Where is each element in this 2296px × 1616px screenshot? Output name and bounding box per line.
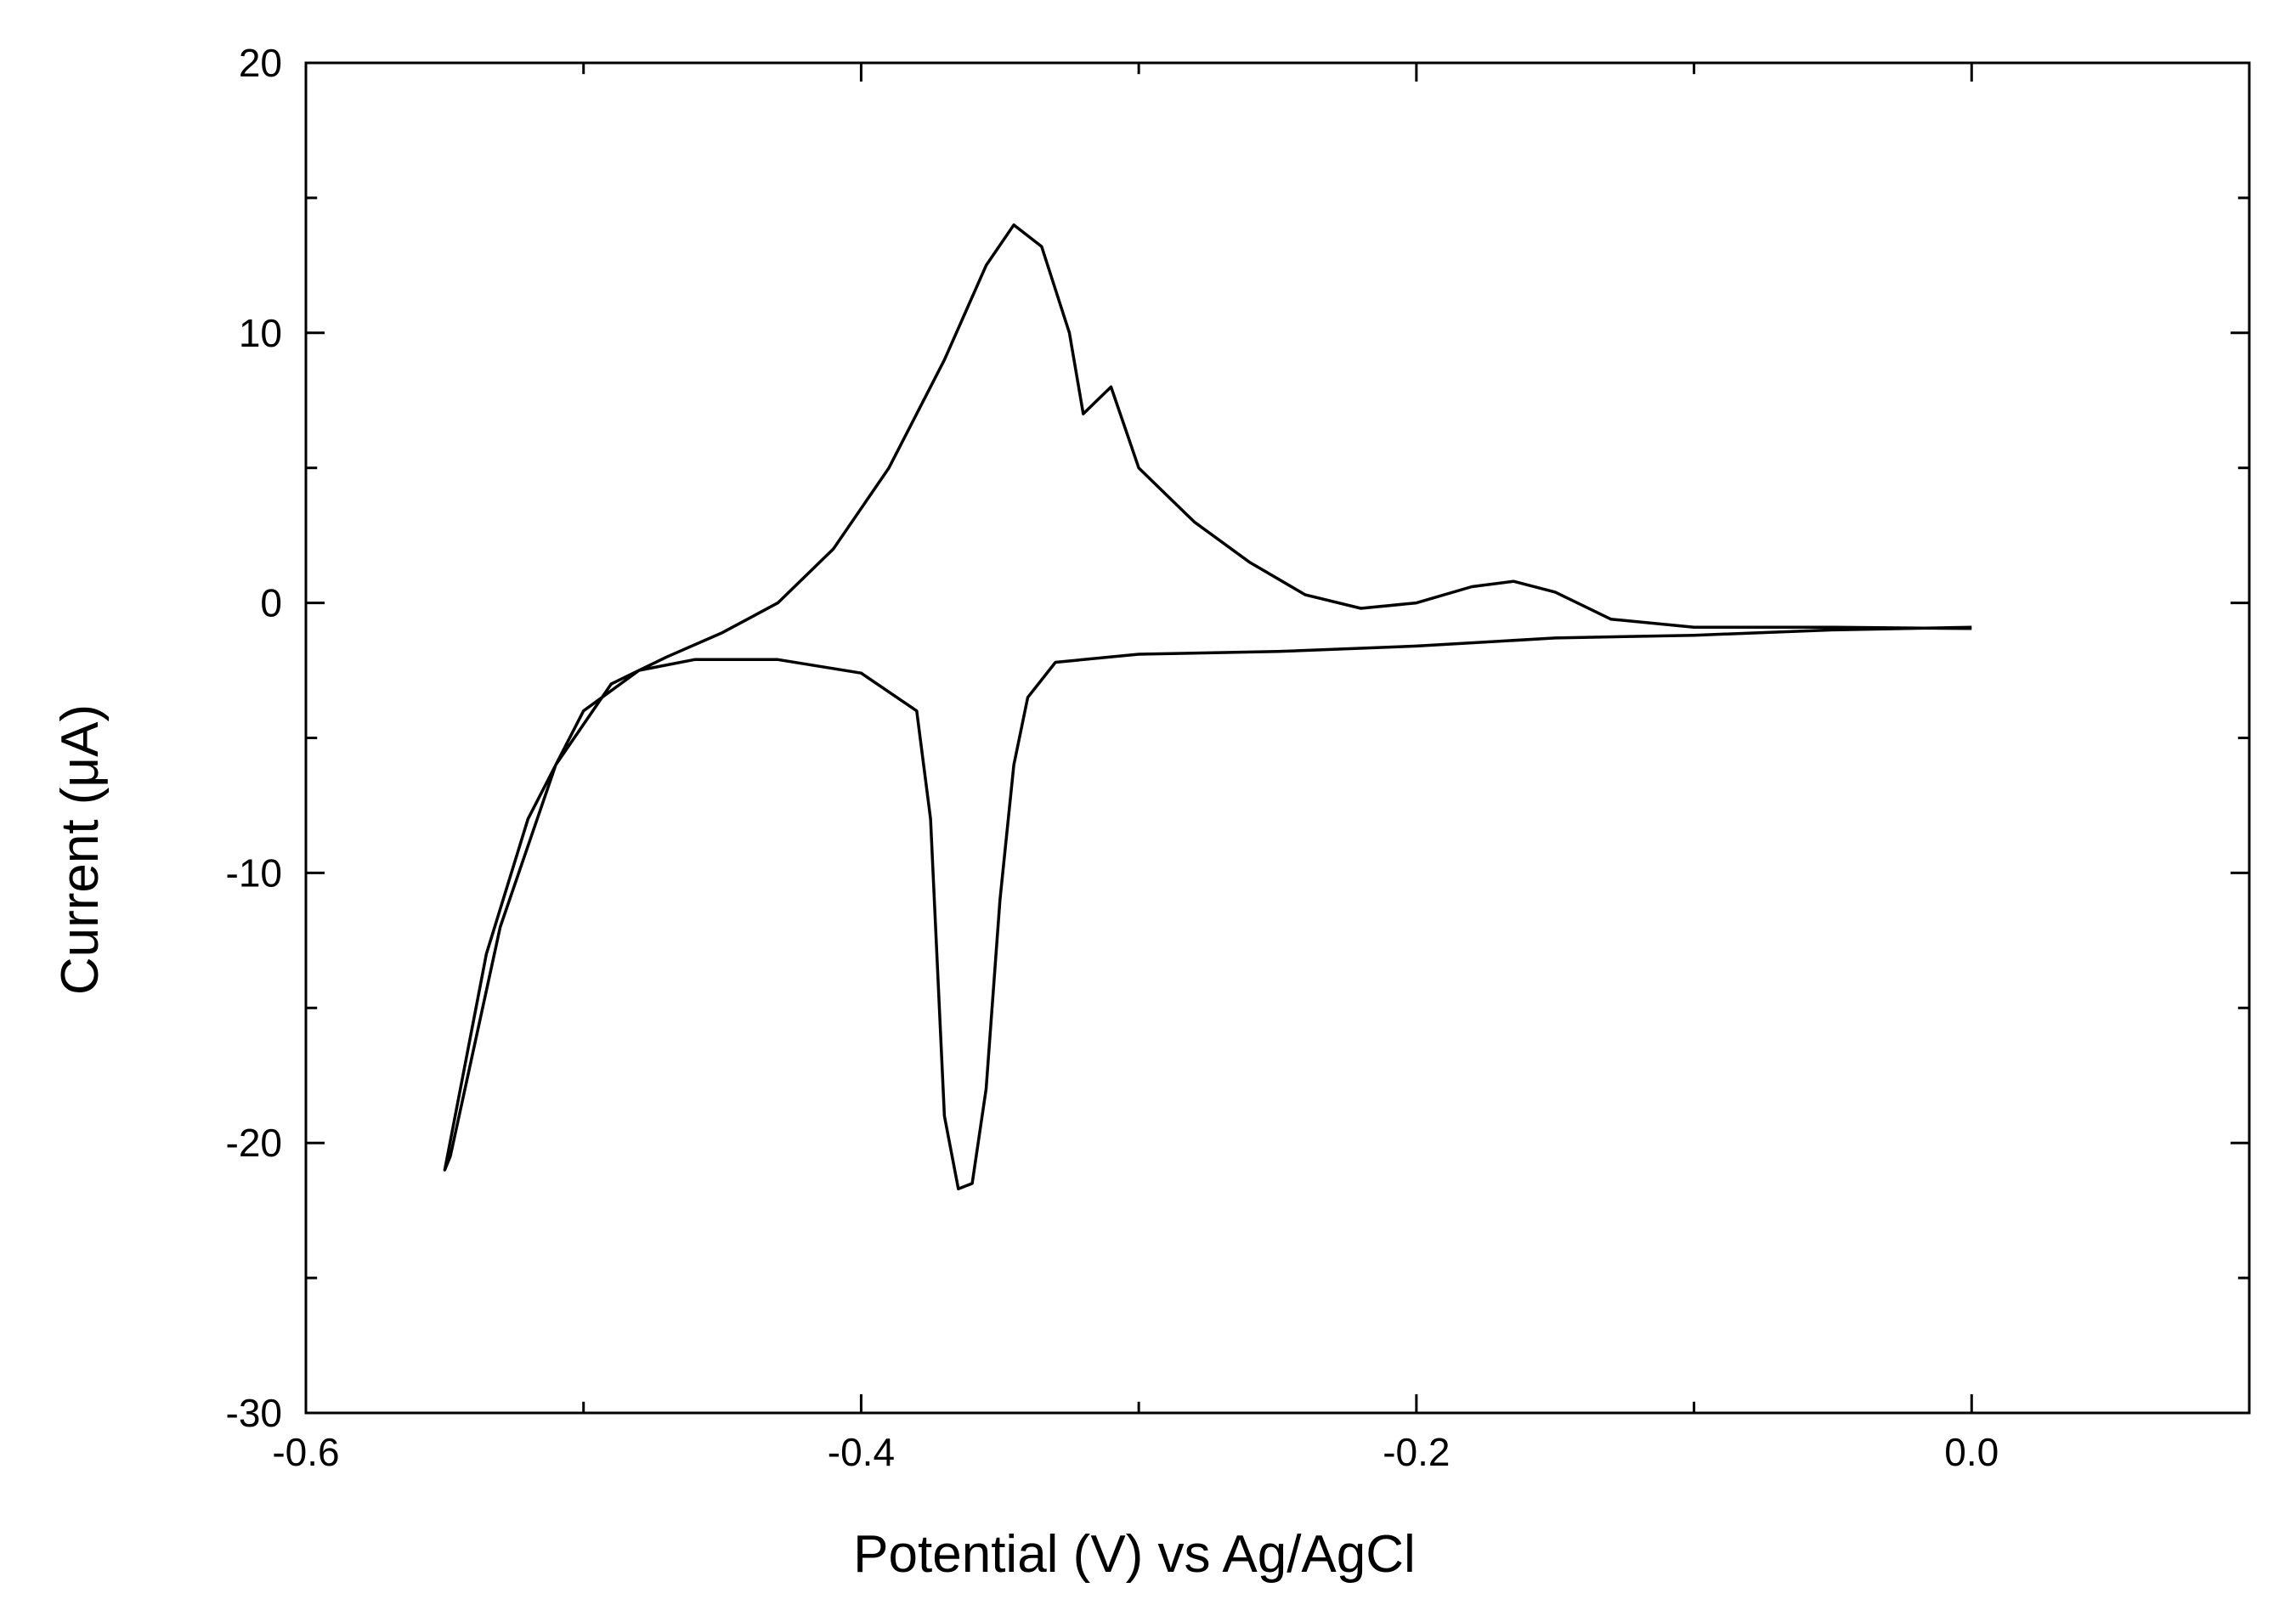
x-tick-label: -0.2 [1383, 1430, 1450, 1474]
x-tick-label: -0.6 [272, 1430, 339, 1474]
data-line [443, 223, 1972, 1190]
x-axis-title: Potential (V) vs Ag/AgCl [853, 1525, 1416, 1584]
y-tick-label: 20 [239, 41, 282, 85]
y-tick-label: -30 [226, 1391, 282, 1435]
y-tick-label: 10 [239, 311, 282, 355]
x-tick-label: 0.0 [1944, 1430, 1999, 1474]
y-tick-label: -10 [226, 850, 282, 895]
x-tick-label: -0.4 [828, 1430, 895, 1474]
plot-frame [304, 61, 2251, 1415]
y-tick-label: -20 [226, 1121, 282, 1165]
y-tick-label: 0 [260, 581, 282, 625]
y-axis-title: Current (μA) [51, 704, 110, 995]
